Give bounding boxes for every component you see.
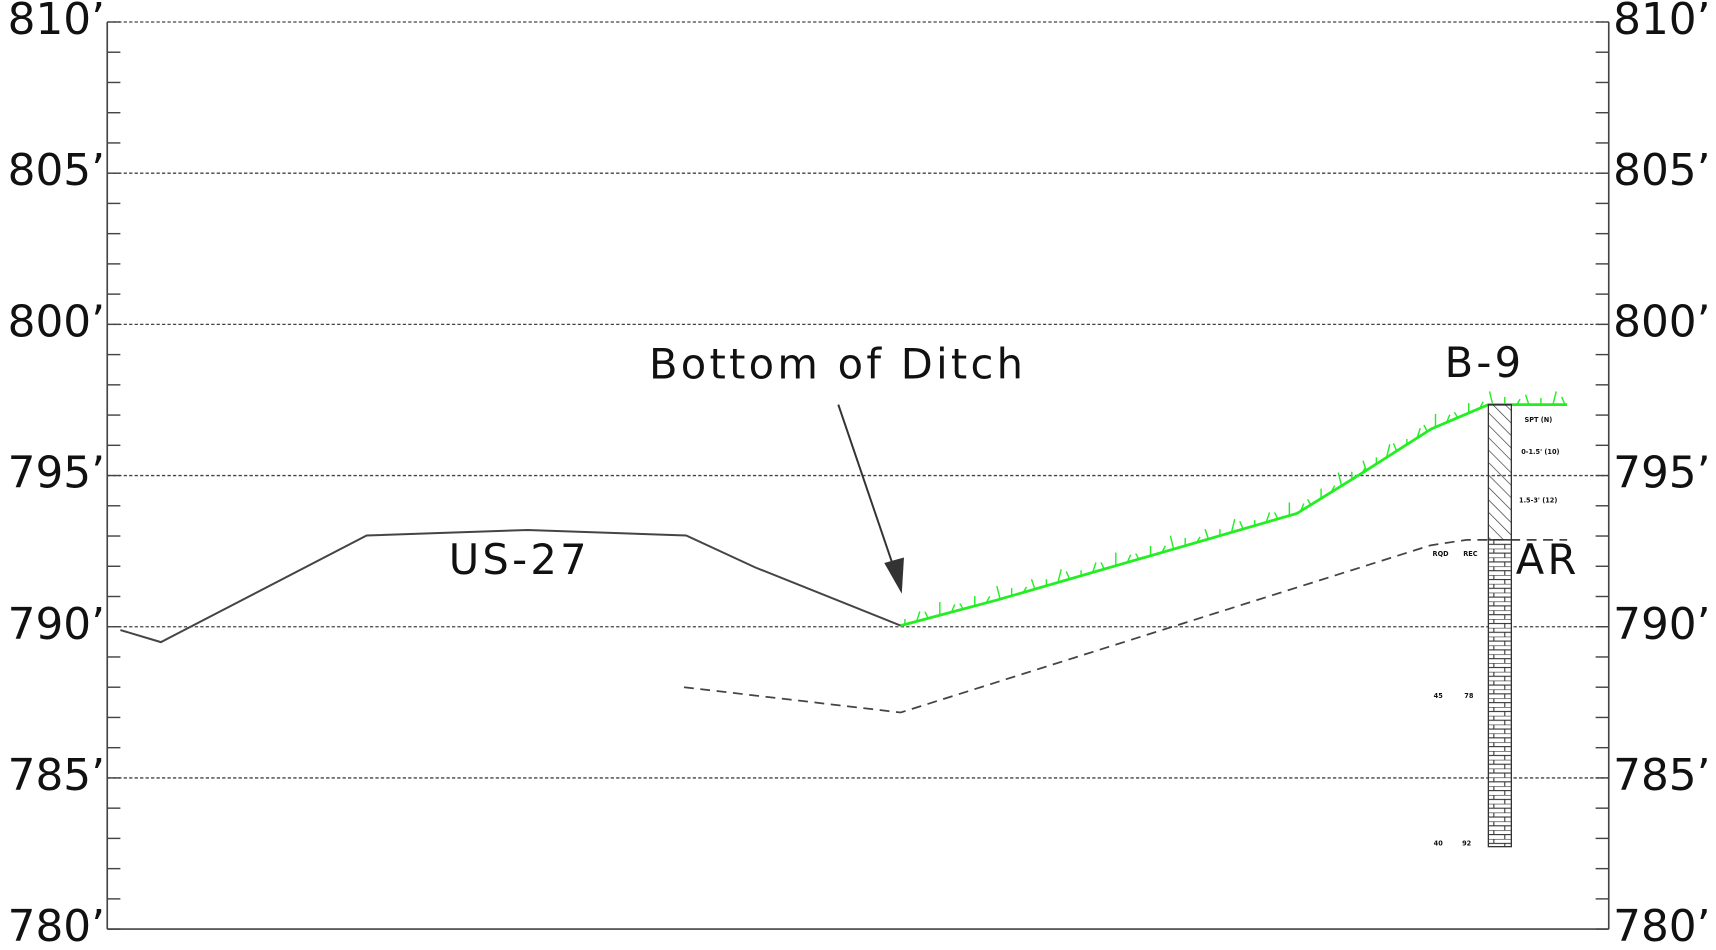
grass-tick [959, 603, 964, 610]
grass-tick [1161, 545, 1167, 553]
grass-tick [1100, 562, 1105, 570]
rock-label: AR [1516, 535, 1580, 584]
grass-hatching [904, 391, 1566, 625]
log-text: 40 [1434, 839, 1444, 847]
grass-tick [1392, 443, 1398, 452]
grass-tick [1230, 518, 1236, 533]
elevation-label: 800’ [8, 296, 105, 347]
log-text: 0-1.5' (10) [1521, 448, 1559, 456]
grass-tick [1169, 535, 1175, 550]
grass-tick [1204, 528, 1210, 540]
grass-tick [1091, 562, 1097, 573]
existing-ground [120, 528, 902, 644]
elevation-label: 800’ [1613, 296, 1710, 347]
ditch-label: Bottom of Ditch [649, 339, 1026, 388]
grass-tick [985, 595, 991, 604]
grass-tick [1516, 398, 1521, 405]
grass-tick [1416, 427, 1421, 439]
elevation-label: 810’ [8, 0, 105, 45]
grass-tick [1488, 391, 1494, 405]
grass-tick [1330, 485, 1336, 493]
grass-tick [1337, 472, 1343, 486]
grass-tick [1299, 503, 1305, 512]
elevation-label: 790’ [1613, 599, 1710, 650]
grass-tick [1135, 553, 1140, 560]
road-label: US-27 [449, 535, 590, 584]
grass-tick [1306, 498, 1312, 506]
log-text: 1.5-3' (12) [1519, 496, 1557, 504]
elevation-label: 795’ [1613, 447, 1710, 498]
ditch-slope [900, 403, 1568, 627]
boring-rock [1487, 539, 1513, 848]
grass-tick [1057, 569, 1062, 583]
grass-tick [1126, 554, 1132, 563]
elevation-label: 810’ [1613, 0, 1710, 45]
grass-tick [915, 611, 921, 622]
log-text: REC [1463, 550, 1478, 558]
grass-tick [1265, 512, 1271, 523]
grass-tick [1030, 578, 1036, 590]
log-text: 92 [1462, 839, 1471, 847]
grass-tick [1273, 512, 1279, 520]
grass-tick [950, 604, 956, 613]
grass-tick [1239, 521, 1244, 530]
arrow-head [884, 557, 904, 594]
grass-tick [1561, 396, 1566, 405]
grass-tick [1196, 536, 1201, 543]
grass-tick [1552, 391, 1557, 405]
grass-tick [1524, 394, 1530, 405]
elevation-label: 805’ [1613, 145, 1710, 196]
elevation-label: 785’ [8, 750, 105, 801]
grass-tick [1385, 444, 1391, 458]
boring-soil [1487, 403, 1513, 541]
grass-tick [1479, 401, 1484, 409]
arrow-shaft [837, 404, 897, 573]
elevation-label: 780’ [1613, 901, 1710, 950]
grass-tick [1362, 460, 1367, 471]
grass-tick [1453, 411, 1459, 419]
grass-tick [1361, 467, 1366, 474]
elevation-label: 790’ [8, 599, 105, 650]
grass-tick [1423, 424, 1428, 432]
boring-label: B-9 [1445, 338, 1525, 387]
log-text: SPT (N) [1524, 416, 1552, 424]
grass-tick [996, 585, 1001, 600]
elevation-label: 795’ [8, 447, 105, 498]
elevation-label: 785’ [1613, 750, 1710, 801]
grass-tick [924, 611, 929, 619]
grass-tick [1065, 571, 1071, 580]
elevation-label: 780’ [8, 901, 105, 950]
log-text: 78 [1464, 692, 1474, 700]
grass-tick [1022, 586, 1028, 593]
frame [106, 21, 1610, 930]
grass-tick [1445, 414, 1451, 423]
log-text: RQD [1433, 550, 1450, 558]
elevation-label: 805’ [8, 145, 105, 196]
log-text: 45 [1434, 692, 1444, 700]
